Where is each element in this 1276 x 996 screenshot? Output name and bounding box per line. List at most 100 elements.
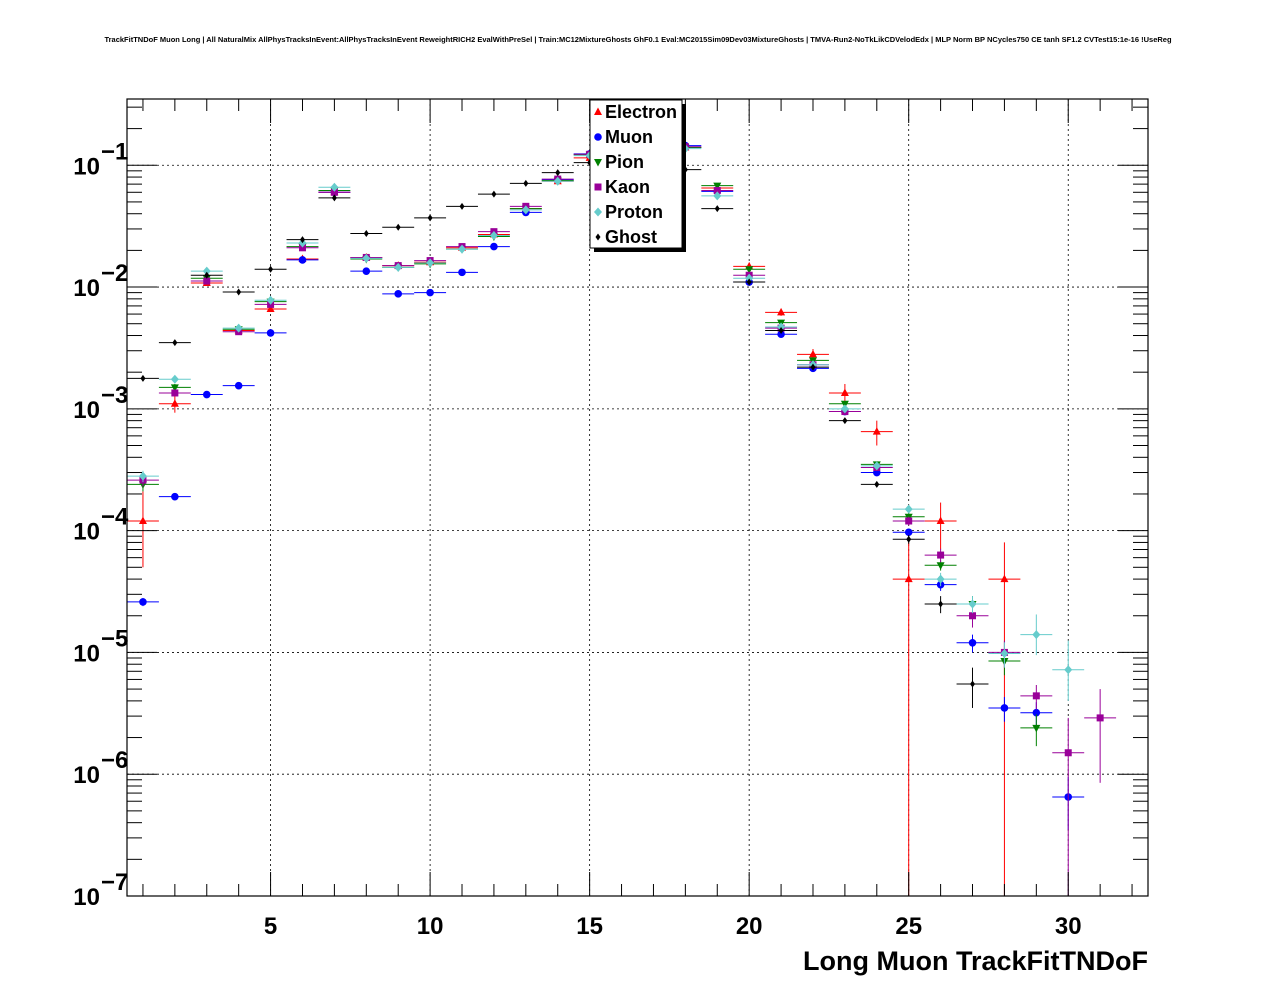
- data-point: [414, 258, 447, 268]
- data-marker: [330, 182, 339, 192]
- data-marker: [1032, 708, 1041, 717]
- data-marker: [266, 295, 275, 305]
- data-point: [956, 596, 989, 614]
- data-marker: [459, 202, 465, 210]
- data-point: [860, 461, 893, 471]
- data-marker: [171, 492, 179, 501]
- grid: [127, 99, 1148, 897]
- data-marker: [778, 326, 784, 334]
- data-point: [733, 266, 766, 274]
- data-marker: [330, 188, 338, 196]
- data-marker: [777, 330, 785, 339]
- y-tick-exponent: −3: [101, 382, 128, 409]
- data-marker: [299, 236, 305, 244]
- data-marker: [140, 374, 146, 382]
- data-point: [733, 278, 766, 286]
- series-ghost: [127, 153, 989, 708]
- data-marker: [362, 267, 371, 275]
- data-marker: [138, 516, 147, 524]
- data-marker: [362, 253, 371, 263]
- data-point: [924, 502, 957, 550]
- data-point: [254, 295, 287, 305]
- y-tick-exponent: −5: [101, 625, 128, 652]
- data-point: [127, 470, 159, 483]
- y-tick-label: 10: [73, 519, 100, 546]
- data-marker: [555, 169, 561, 177]
- plot-frame: [126, 98, 1149, 897]
- data-point: [701, 187, 734, 195]
- data-point: [541, 169, 574, 177]
- data-marker: [234, 381, 243, 390]
- data-point: [382, 223, 415, 231]
- data-point: [318, 182, 351, 192]
- data-point: [127, 597, 159, 607]
- data-point: [158, 492, 191, 501]
- data-point: [828, 404, 861, 414]
- legend-label: Proton: [605, 202, 663, 222]
- data-marker: [395, 223, 401, 231]
- data-marker: [746, 278, 752, 286]
- data-point: [765, 307, 798, 316]
- data-marker: [1000, 704, 1009, 712]
- series-kaon: [127, 138, 1117, 896]
- data-marker: [458, 244, 467, 254]
- data-point: [1084, 689, 1117, 783]
- data-marker: [968, 599, 977, 609]
- y-tick-exponent: −4: [101, 504, 129, 531]
- data-marker: [745, 273, 754, 283]
- data-point: [222, 323, 255, 333]
- data-point: [158, 394, 191, 413]
- data-point: [127, 491, 159, 568]
- data-point: [158, 389, 191, 397]
- data-marker: [491, 190, 497, 198]
- data-marker: [204, 271, 210, 279]
- data-marker: [840, 404, 849, 414]
- data-point: [190, 390, 223, 399]
- data-point: [509, 205, 542, 215]
- data-point: [222, 288, 255, 296]
- data-point: [190, 271, 223, 279]
- data-point: [956, 634, 989, 653]
- legend-marker: [594, 133, 602, 141]
- legend-label: Kaon: [605, 177, 650, 197]
- data-point: [924, 548, 957, 563]
- data-marker: [394, 262, 403, 272]
- data-marker: [713, 182, 722, 191]
- data-marker: [490, 242, 498, 251]
- data-marker: [808, 349, 817, 358]
- data-marker: [139, 598, 147, 606]
- data-point: [956, 667, 989, 708]
- x-tick-label: 20: [736, 913, 763, 940]
- data-point: [158, 374, 191, 384]
- data-marker: [426, 258, 435, 268]
- data-marker: [936, 574, 945, 584]
- data-marker: [777, 307, 786, 316]
- data-point: [701, 182, 734, 191]
- data-marker: [714, 205, 720, 213]
- data-point: [892, 542, 925, 896]
- data-point: [350, 230, 383, 238]
- data-marker: [1064, 749, 1072, 757]
- data-point: [828, 383, 861, 404]
- data-point: [988, 642, 1021, 668]
- data-marker: [872, 427, 881, 435]
- data-marker: [363, 230, 369, 238]
- data-point: [797, 363, 829, 371]
- data-point: [190, 277, 223, 285]
- legend: Electron Muon Pion Kaon Proton Ghost: [589, 99, 686, 252]
- data-point: [1020, 614, 1053, 656]
- data-marker: [872, 461, 881, 471]
- data-marker: [713, 191, 722, 201]
- data-point: [924, 572, 957, 587]
- y-tick-exponent: −2: [101, 260, 128, 287]
- data-point: [477, 231, 510, 241]
- data-point: [860, 420, 893, 446]
- data-point: [127, 374, 159, 382]
- data-point: [892, 516, 925, 526]
- data-marker: [937, 551, 945, 559]
- data-marker: [427, 214, 433, 222]
- data-marker: [810, 363, 816, 371]
- data-marker: [874, 480, 880, 488]
